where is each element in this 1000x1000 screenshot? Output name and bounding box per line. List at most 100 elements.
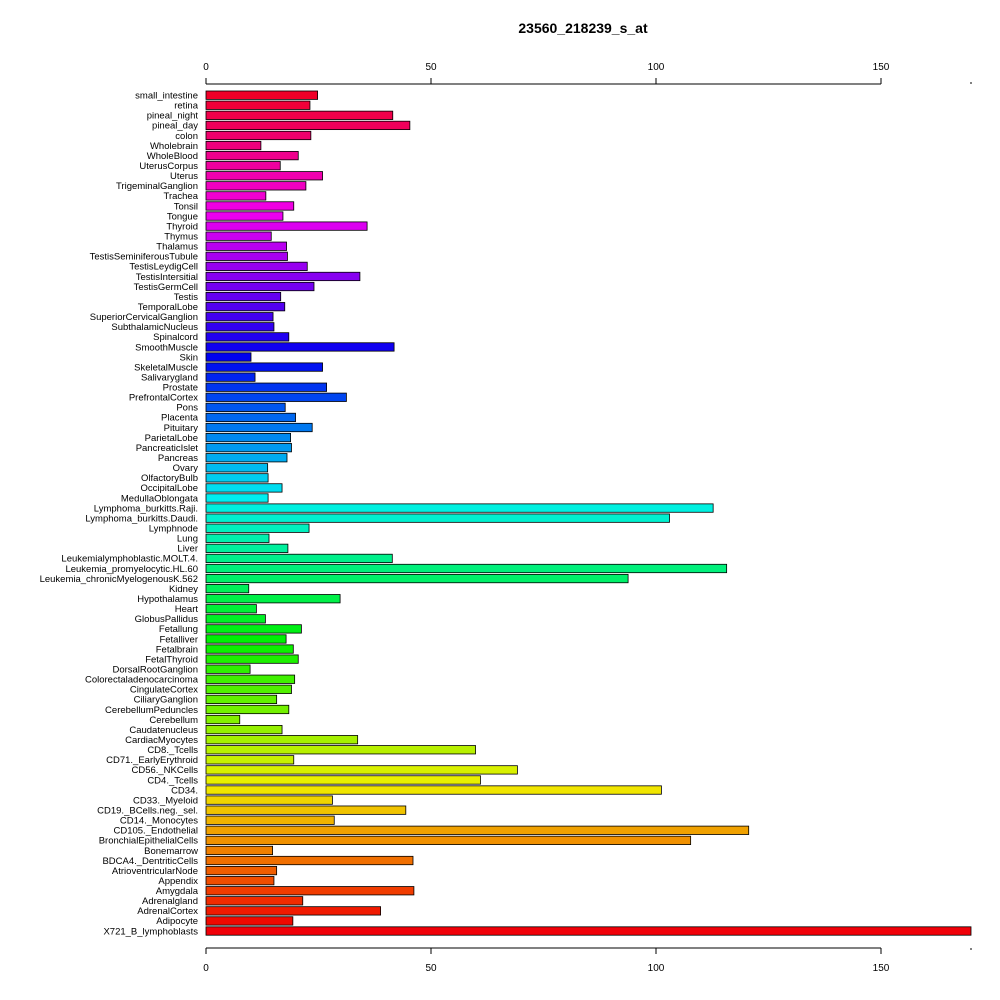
category-label-31: Pons xyxy=(176,403,198,414)
category-label-70: CD33._Myeloid xyxy=(133,795,198,806)
bar-4 xyxy=(205,130,312,141)
category-label-7: UterusCorpus xyxy=(139,161,198,172)
category-label-13: Thyroid xyxy=(166,221,198,232)
category-label-51: Heart xyxy=(175,604,199,615)
category-label-65: CD8._Tcells xyxy=(147,745,198,756)
bar-60 xyxy=(205,694,278,705)
category-label-41: Lymphoma_burkitts.Raji. xyxy=(94,503,198,514)
category-label-48: Leukemia_chronicMyelogenousK.562 xyxy=(40,574,198,585)
bar-34 xyxy=(205,432,291,443)
bar-27 xyxy=(205,362,323,372)
category-label-36: Pancreas xyxy=(158,453,198,464)
bar-53 xyxy=(205,624,302,634)
bar-59 xyxy=(205,684,292,694)
category-label-42: Lymphoma_burkitts.Daudi. xyxy=(85,513,198,524)
category-label-74: BronchialEpithelialCells xyxy=(99,836,199,847)
category-label-50: Hypothalamus xyxy=(137,594,198,605)
bars-group xyxy=(205,90,972,936)
bottom-x-axis: 0 50 100 150 xyxy=(203,947,972,974)
category-label-68: CD4._Tcells xyxy=(147,775,198,786)
bar-63 xyxy=(205,725,283,735)
category-label-38: OlfactoryBulb xyxy=(141,473,198,484)
bar-39 xyxy=(205,483,283,493)
bottom-axis-tick-label: 100 xyxy=(648,963,665,974)
bar-31 xyxy=(205,402,286,412)
bar-67 xyxy=(205,765,518,775)
bar-76 xyxy=(205,855,414,866)
category-label-60: CiliaryGanglion xyxy=(134,695,198,706)
bar-16 xyxy=(205,251,288,261)
bar-77 xyxy=(205,865,278,876)
bar-54 xyxy=(205,634,287,644)
bar-71 xyxy=(205,805,407,815)
category-label-52: GlobusPallidus xyxy=(135,614,199,625)
category-label-3: pineal_day xyxy=(152,121,198,132)
category-label-20: Testis xyxy=(174,292,199,303)
category-label-33: Pituitary xyxy=(164,423,199,434)
bar-52 xyxy=(205,614,266,624)
category-label-40: MedullaOblongata xyxy=(121,493,199,504)
category-label-12: Tongue xyxy=(167,211,198,222)
category-label-32: Placenta xyxy=(161,413,199,424)
category-label-2: pineal_night xyxy=(147,111,199,122)
bar-3 xyxy=(205,120,411,131)
category-label-5: Wholebrain xyxy=(150,141,198,152)
category-label-54: Fetalliver xyxy=(159,634,198,645)
category-label-78: Appendix xyxy=(158,876,198,887)
category-label-59: CingulateCortex xyxy=(130,685,198,696)
bar-9 xyxy=(205,181,307,191)
category-label-24: Spinalcord xyxy=(153,332,198,343)
bar-61 xyxy=(205,704,290,715)
bar-47 xyxy=(205,563,728,574)
category-label-61: CerebellumPeduncles xyxy=(105,705,198,716)
category-label-27: SkeletalMuscle xyxy=(134,362,198,373)
category-label-55: Fetalbrain xyxy=(156,644,198,655)
bar-24 xyxy=(205,332,290,342)
bar-21 xyxy=(205,302,286,312)
bar-22 xyxy=(205,312,274,322)
category-label-10: Trachea xyxy=(164,191,199,202)
bar-66 xyxy=(205,755,295,765)
category-label-9: TrigeminalGanglion xyxy=(116,181,198,192)
bar-51 xyxy=(205,604,257,614)
category-label-56: FetalThyroid xyxy=(145,654,198,665)
category-label-29: Prostate xyxy=(163,383,198,394)
bar-40 xyxy=(205,493,269,503)
bar-56 xyxy=(205,654,299,664)
category-label-28: Salivarygland xyxy=(141,372,198,383)
category-label-80: Adrenalgland xyxy=(142,896,198,907)
bar-15 xyxy=(205,241,287,251)
bar-81 xyxy=(205,906,382,916)
category-label-16: TestisSeminiferousTubule xyxy=(90,252,198,263)
category-label-69: CD34. xyxy=(171,785,198,796)
bar-29 xyxy=(205,382,327,392)
category-label-34: ParietalLobe xyxy=(145,433,198,444)
bar-19 xyxy=(205,281,315,292)
bar-74 xyxy=(205,835,692,845)
category-label-72: CD14._Monocytes xyxy=(120,816,198,827)
category-label-6: WholeBlood xyxy=(147,151,198,162)
category-label-73: CD105._Endothelial xyxy=(113,826,198,837)
bar-55 xyxy=(205,644,294,654)
category-label-37: Ovary xyxy=(173,463,199,474)
bar-50 xyxy=(205,594,341,604)
category-label-4: colon xyxy=(175,131,198,142)
bar-17 xyxy=(205,261,308,271)
category-label-44: Lung xyxy=(177,534,198,545)
category-label-22: SuperiorCervicalGanglion xyxy=(90,312,198,323)
category-label-62: Cerebellum xyxy=(149,715,198,726)
category-label-77: AtrioventricularNode xyxy=(112,866,198,877)
category-label-45: Liver xyxy=(177,544,198,555)
category-label-81: AdrenalCortex xyxy=(137,906,198,917)
category-label-8: Uterus xyxy=(170,171,198,182)
category-label-25: SmoothMuscle xyxy=(135,342,198,353)
bar-8 xyxy=(205,171,323,181)
bar-41 xyxy=(205,503,714,513)
bar-10 xyxy=(205,191,267,201)
category-label-23: SubthalamicNucleus xyxy=(111,322,198,333)
bar-83 xyxy=(205,926,972,936)
bar-13 xyxy=(205,221,368,231)
bar-64 xyxy=(205,735,359,745)
bar-70 xyxy=(205,795,333,805)
